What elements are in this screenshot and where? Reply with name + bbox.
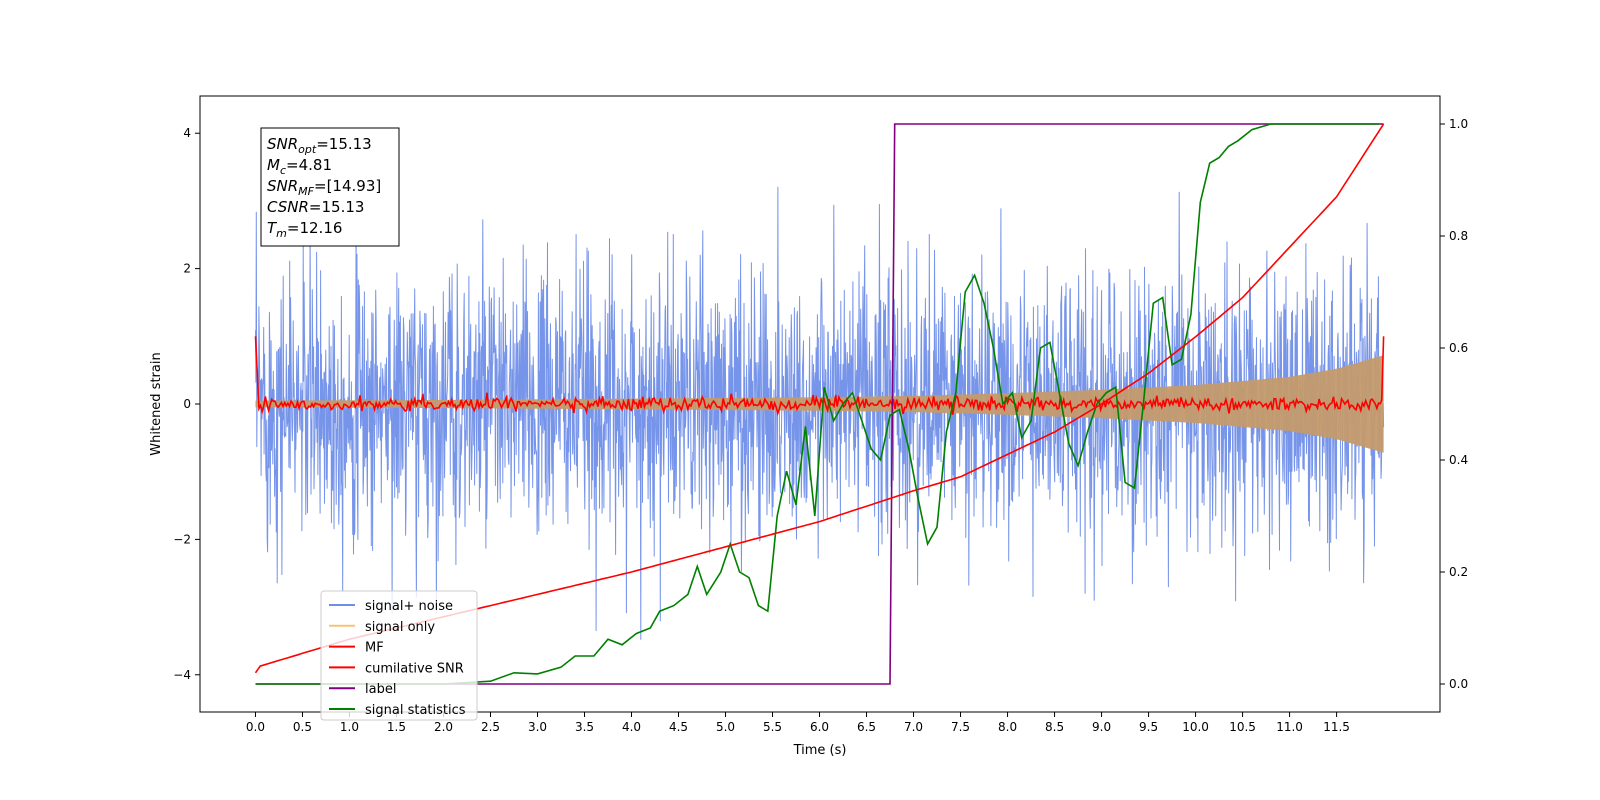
x-tick-label: 4.5 — [669, 720, 688, 734]
x-tick-label: 3.5 — [575, 720, 594, 734]
y-axis-label: Whitened strain — [149, 352, 164, 455]
series-signal-statistics — [255, 123, 1379, 685]
annotation-variable: SNR — [267, 135, 298, 153]
y-tick-label: 4 — [183, 126, 191, 140]
series-signal-noise — [255, 186, 1385, 640]
y2-tick-label: 0.0 — [1449, 677, 1468, 691]
annotation-variable: CSNR — [267, 198, 309, 216]
y2-tick-label: 0.4 — [1449, 453, 1468, 467]
x-tick-label: 11.5 — [1323, 720, 1350, 734]
stats-annotation-box: SNRopt=15.13Mc=4.81SNRMF=[14.93]CSNR=15.… — [260, 127, 400, 247]
y2-tick-label: 1.0 — [1449, 117, 1468, 131]
y2-axis-ticks: 1.0 0.8 0.6 0.4 0.2 0.0 — [1440, 117, 1468, 691]
x-tick-label: 6.0 — [810, 720, 829, 734]
x-tick-label: 4.0 — [622, 720, 641, 734]
annotation-value: =15.13 — [309, 198, 365, 216]
annotation-subscript: c — [280, 164, 286, 177]
legend-label: signal only — [365, 620, 435, 635]
annotation-variable: SNR — [267, 177, 298, 195]
annotation-line: Mc=4.81 — [267, 156, 332, 177]
annotation-subscript: opt — [298, 143, 317, 156]
annotation-subscript: MF — [298, 185, 314, 198]
legend: signal+ noise signal only MF cumilative SNR… — [320, 590, 478, 721]
y2-tick-label: 0.8 — [1449, 229, 1468, 243]
x-tick-label: 5.0 — [716, 720, 735, 734]
x-tick-label: 6.5 — [857, 720, 876, 734]
legend-label: label — [365, 682, 396, 697]
annotation-subscript: m — [276, 227, 287, 240]
annotation-line: SNRopt=15.13 — [267, 135, 372, 156]
y2-tick-label: 0.6 — [1449, 341, 1468, 355]
x-tick-label: 10.5 — [1229, 720, 1256, 734]
x-tick-label: 7.5 — [951, 720, 970, 734]
annotation-frame — [260, 127, 400, 247]
annotation-line: Tm=12.16 — [267, 219, 342, 240]
annotation-value: =12.16 — [287, 219, 343, 237]
legend-frame — [320, 590, 478, 721]
x-axis-label: Time (s) — [793, 743, 847, 758]
y-axis-ticks: 4 2 0 −2 −4 — [173, 126, 200, 682]
x-tick-label: 2.5 — [481, 720, 500, 734]
annotation-line: SNRMF=[14.93] — [267, 177, 381, 198]
x-tick-label: 8.0 — [998, 720, 1017, 734]
legend-label: MF — [365, 641, 384, 656]
x-tick-label: 9.5 — [1139, 720, 1158, 734]
annotation-value: =15.13 — [316, 135, 372, 153]
x-tick-label: 8.5 — [1045, 720, 1064, 734]
legend-label: cumilative SNR — [365, 661, 464, 676]
legend-label: signal statistics — [365, 703, 466, 718]
y2-tick-label: 0.2 — [1449, 565, 1468, 579]
x-tick-label: 3.0 — [528, 720, 547, 734]
annotation-value: =[14.93] — [314, 177, 381, 195]
x-tick-label: 5.5 — [763, 720, 782, 734]
x-tick-label: 10.0 — [1182, 720, 1209, 734]
plot-area — [254, 123, 1385, 685]
y-tick-label: 0 — [183, 397, 191, 411]
y-tick-label: 2 — [183, 262, 191, 276]
y-tick-label: −2 — [173, 532, 191, 546]
series-mf — [254, 336, 1385, 417]
x-tick-label: 1.0 — [340, 720, 359, 734]
x-axis-ticks: 0.0 0.5 1.0 1.5 2.0 2.5 3.0 3.5 4.0 4.5 5.0 5.5 6.0 6… — [246, 712, 1350, 734]
x-tick-label: 0.0 — [246, 720, 265, 734]
x-tick-label: 1.5 — [387, 720, 406, 734]
x-tick-label: 7.0 — [904, 720, 923, 734]
x-tick-label: 11.0 — [1276, 720, 1303, 734]
annotation-variable: T — [267, 219, 278, 237]
x-tick-label: 2.0 — [434, 720, 453, 734]
x-tick-label: 0.5 — [293, 720, 312, 734]
legend-label: signal+ noise — [365, 599, 453, 614]
annotation-line: CSNR=15.13 — [267, 198, 364, 216]
x-tick-label: 9.0 — [1092, 720, 1111, 734]
annotation-value: =4.81 — [286, 156, 332, 174]
y-tick-label: −4 — [173, 668, 191, 682]
annotation-variable: M — [267, 156, 280, 174]
series-label — [255, 123, 1384, 685]
